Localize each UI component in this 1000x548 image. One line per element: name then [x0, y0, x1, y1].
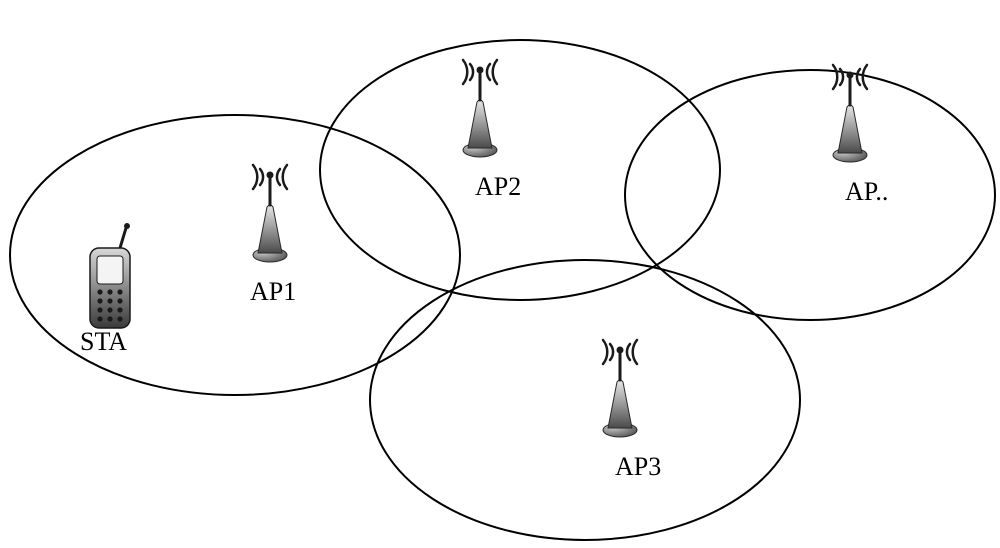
access-point-icon	[463, 60, 497, 157]
coverage-cell-1	[10, 115, 460, 395]
access-point-icon	[253, 165, 287, 262]
station-icon	[90, 223, 130, 328]
node-label: AP1	[250, 277, 296, 306]
coverage-cell-4	[625, 70, 995, 320]
access-point-icon	[603, 340, 637, 437]
access-point-icon	[833, 65, 867, 162]
coverage-cell-2	[320, 40, 720, 300]
wireless-network-diagram: AP1 AP2 AP3 AP.. STA	[0, 0, 1000, 548]
node-label: STA	[80, 327, 127, 356]
coverage-cell-3	[370, 260, 800, 540]
node-label: AP..	[845, 177, 888, 206]
node-label: AP2	[475, 172, 521, 201]
node-label: AP3	[615, 452, 661, 481]
